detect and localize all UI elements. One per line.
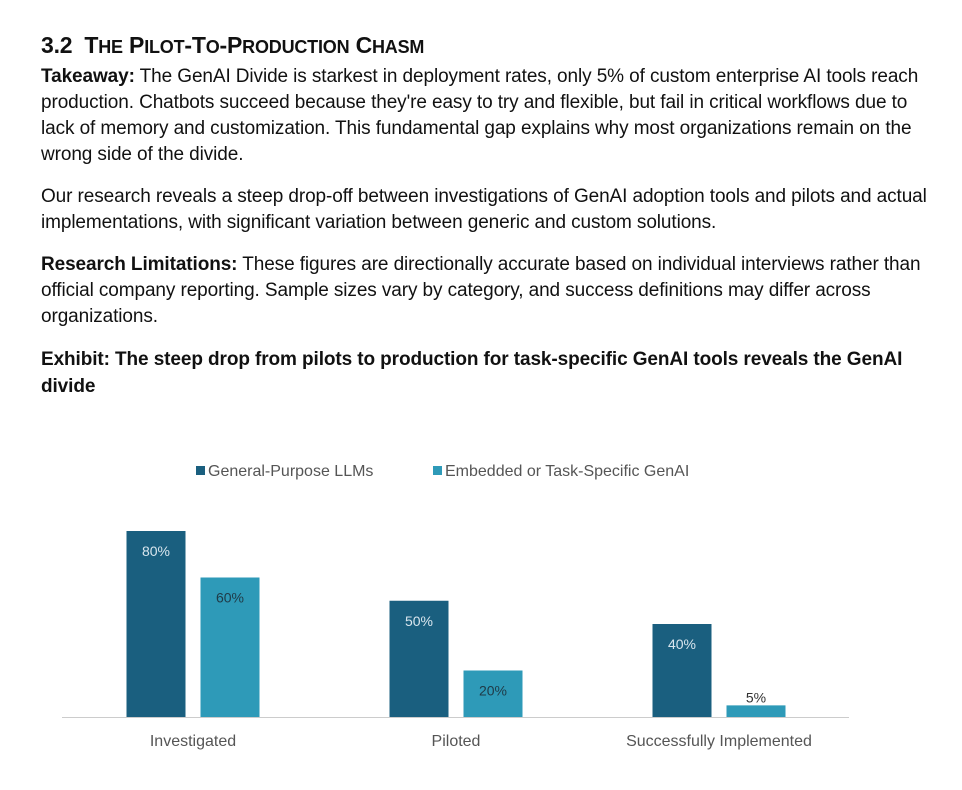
limitations-text: These figures are directionally accurate… [41,254,921,327]
limitations-label: Research Limitations: [41,254,238,275]
section-title: THE PILOT-TO-PRODUCTION CHASM [84,32,425,58]
bar-2-2 [463,670,523,717]
bar-value-label-1-1: 80% [142,543,170,559]
category-label-1: Investigated [150,733,236,750]
legend-swatch-1 [196,466,205,475]
section-number: 3.2 [41,32,73,58]
research-paragraph: Our research reveals a steep drop-off be… [41,186,927,233]
legend-label-2: Embedded or Task-Specific GenAI [445,463,689,480]
bar-2-1 [200,577,260,717]
bar-1-3 [652,624,712,717]
bar-1-1 [126,531,186,717]
category-label-2: Piloted [432,733,481,750]
bar-2-3 [726,705,786,717]
bar-value-label-2-2: 20% [479,683,507,699]
bar-value-label-1-3: 40% [668,636,696,652]
limitations-paragraph: Research Limitations: These figures are … [41,252,941,330]
bar-value-label-2-1: 60% [216,590,244,606]
category-label-3: Successfully Implemented [626,733,812,750]
page-content: 3.2 THE PILOT-TO-PRODUCTION CHASM Takeawa… [41,30,941,400]
bar-value-label-1-2: 50% [405,613,433,629]
bar-value-label-2-3: 5% [746,689,766,705]
exhibit-title: Exhibit: The steep drop from pilots to p… [41,349,903,397]
section-heading: 3.2 THE PILOT-TO-PRODUCTION CHASM [41,30,941,62]
legend-label-1: General-Purpose LLMs [208,463,373,480]
takeaway-label: Takeaway: [41,66,135,87]
takeaway-text: The GenAI Divide is starkest in deployme… [41,66,919,165]
bar-1-2 [389,600,449,717]
takeaway-paragraph: Takeaway: The GenAI Divide is starkest i… [41,64,941,168]
legend-swatch-2 [433,466,442,475]
